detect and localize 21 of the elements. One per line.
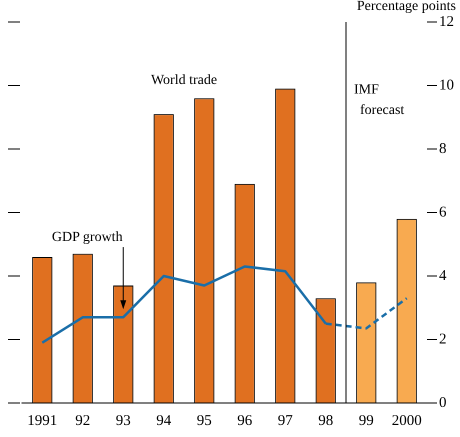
y-tick-label: 10 bbox=[439, 77, 454, 94]
x-tick-label: 93 bbox=[116, 412, 131, 429]
x-tick-label: 2000 bbox=[392, 412, 422, 429]
x-tick-label: 96 bbox=[237, 412, 253, 429]
y-tick-label: 4 bbox=[439, 268, 447, 284]
annotation: GDP growth bbox=[52, 230, 123, 246]
x-tick-label: 1991 bbox=[27, 412, 58, 429]
y-axis-title: Percentage points bbox=[356, 0, 456, 14]
y-tick-label: 6 bbox=[439, 204, 447, 220]
y-tick-label: 8 bbox=[439, 140, 446, 157]
y-tick-label: 2 bbox=[439, 331, 446, 348]
x-tick-label: 99 bbox=[358, 412, 374, 429]
x-tick-label: 95 bbox=[196, 412, 212, 429]
y-tick-label: 12 bbox=[439, 14, 454, 30]
annotation: World trade bbox=[150, 72, 218, 88]
x-tick-label: 97 bbox=[278, 412, 294, 429]
x-tick-label: 98 bbox=[318, 412, 334, 429]
y-tick-label: 0 bbox=[439, 394, 446, 411]
x-tick-label: 92 bbox=[75, 412, 90, 429]
annotation: IMF forecast bbox=[354, 82, 404, 118]
x-tick-label: 94 bbox=[156, 412, 172, 429]
